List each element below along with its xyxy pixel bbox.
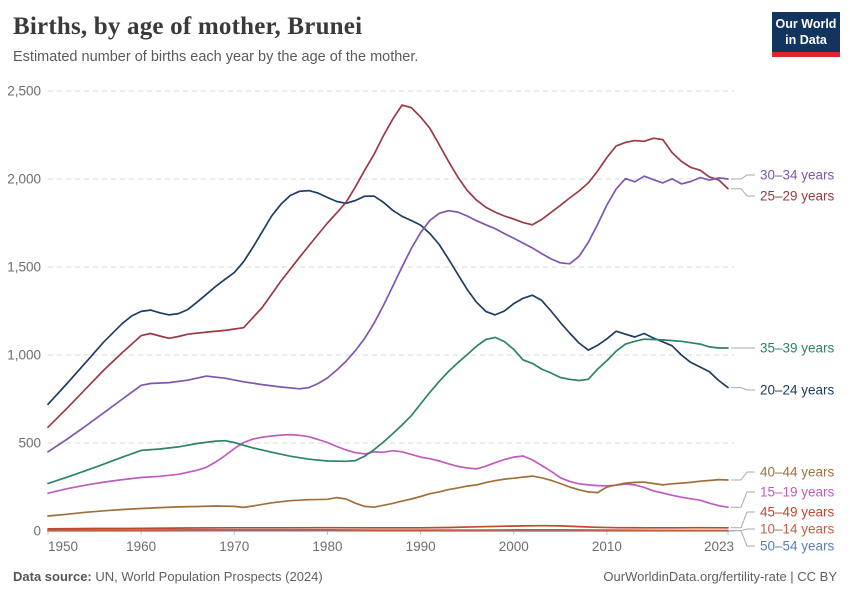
data-source-label: Data source: — [13, 569, 92, 584]
label-connector — [731, 511, 755, 529]
line-10-14-years[interactable] — [47, 529, 729, 532]
series-label-10-14-years[interactable]: 10–14 years — [760, 522, 835, 537]
line-30-34-years[interactable] — [47, 175, 729, 453]
line-20-24-years[interactable] — [47, 189, 729, 406]
series-label-45-49-years[interactable]: 45–49 years — [760, 505, 835, 520]
x-tick-label: 2000 — [499, 539, 529, 554]
series-label-15-19-years[interactable]: 15–19 years — [760, 485, 835, 500]
y-tick-label: 500 — [18, 436, 41, 451]
label-connector — [731, 188, 755, 197]
line-15-19-years[interactable] — [47, 433, 729, 509]
y-tick-label: 1,000 — [7, 348, 41, 363]
y-tick-label: 1,500 — [7, 260, 41, 275]
y-tick-label: 2,000 — [7, 172, 41, 187]
x-tick-label: 1960 — [126, 539, 156, 554]
owid-logo-line1: Our World — [775, 17, 837, 31]
label-connector — [731, 491, 755, 508]
series-label-25-29-years[interactable]: 25–29 years — [760, 189, 835, 204]
line-40-44-years[interactable] — [47, 475, 729, 517]
x-tick-label: 2023 — [704, 539, 734, 554]
label-connector — [731, 530, 755, 547]
label-connector — [731, 174, 755, 180]
label-connector — [731, 471, 755, 481]
page-title: Births, by age of mother, Brunei — [13, 13, 363, 40]
line-25-29-years[interactable] — [47, 104, 729, 429]
series-label-30-34-years[interactable]: 30–34 years — [760, 168, 835, 183]
series-label-40-44-years[interactable]: 40–44 years — [760, 465, 835, 480]
x-tick-label: 1950 — [48, 539, 78, 554]
owid-logo[interactable]: Our World in Data — [772, 12, 840, 57]
series-label-35-39-years[interactable]: 35–39 years — [760, 341, 835, 356]
owid-footer-link[interactable]: OurWorldinData.org/fertility-rate | CC B… — [603, 569, 837, 584]
data-source-note: Data source: UN, World Population Prospe… — [13, 569, 323, 584]
x-tick-label: 1990 — [406, 539, 436, 554]
line-35-39-years[interactable] — [47, 336, 729, 485]
x-tick-label: 2010 — [592, 539, 622, 554]
data-source-text: UN, World Population Prospects (2024) — [91, 569, 323, 584]
plot-hover-area[interactable] — [48, 81, 728, 531]
line-45-49-years[interactable] — [47, 524, 729, 530]
page-subtitle: Estimated number of births each year by … — [13, 49, 419, 65]
x-tick-label: 1970 — [219, 539, 249, 554]
series-label-20-24-years[interactable]: 20–24 years — [760, 383, 835, 398]
label-connector — [731, 387, 755, 391]
y-tick-label: 0 — [33, 524, 41, 539]
series-label-50-54-years[interactable]: 50–54 years — [760, 539, 835, 554]
y-tick-label: 2,500 — [7, 84, 41, 99]
owid-logo-line2: in Data — [785, 33, 827, 47]
chart-footer: Data source: UN, World Population Prospe… — [13, 569, 837, 584]
label-connector — [731, 528, 755, 531]
x-tick-label: 1980 — [312, 539, 342, 554]
